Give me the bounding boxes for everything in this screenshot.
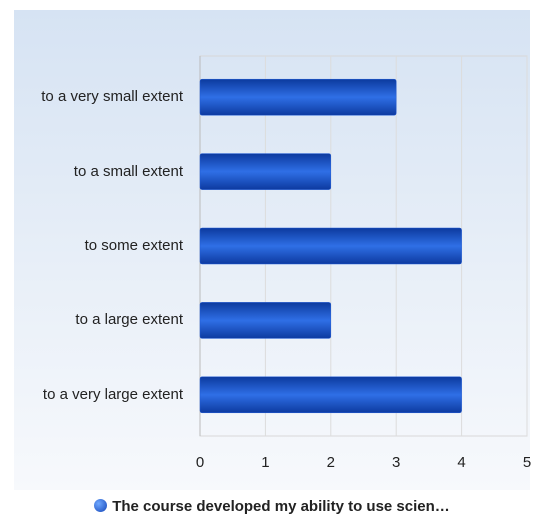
bar xyxy=(199,227,462,265)
bar xyxy=(199,153,332,190)
x-tick-label: 0 xyxy=(196,454,204,471)
x-tick-label: 5 xyxy=(523,454,531,471)
y-tick-label: to some extent xyxy=(84,237,183,254)
x-tick-label: 3 xyxy=(392,454,400,471)
x-tick-label: 4 xyxy=(457,454,465,471)
y-tick-label: to a very large extent xyxy=(42,385,183,403)
y-tick-label: to a large extent xyxy=(75,311,183,329)
legend-label: The course developed my ability to use s… xyxy=(112,498,450,515)
x-tick-label: 1 xyxy=(261,454,269,471)
y-tick-label: to a very small extent xyxy=(41,88,183,106)
bar xyxy=(199,78,397,116)
bar xyxy=(199,376,462,414)
x-tick-label: 2 xyxy=(327,454,335,471)
bar xyxy=(199,302,332,339)
legend: The course developed my ability to use s… xyxy=(0,498,544,515)
y-tick-label: to a small extent xyxy=(73,162,183,180)
legend-marker xyxy=(94,499,108,512)
